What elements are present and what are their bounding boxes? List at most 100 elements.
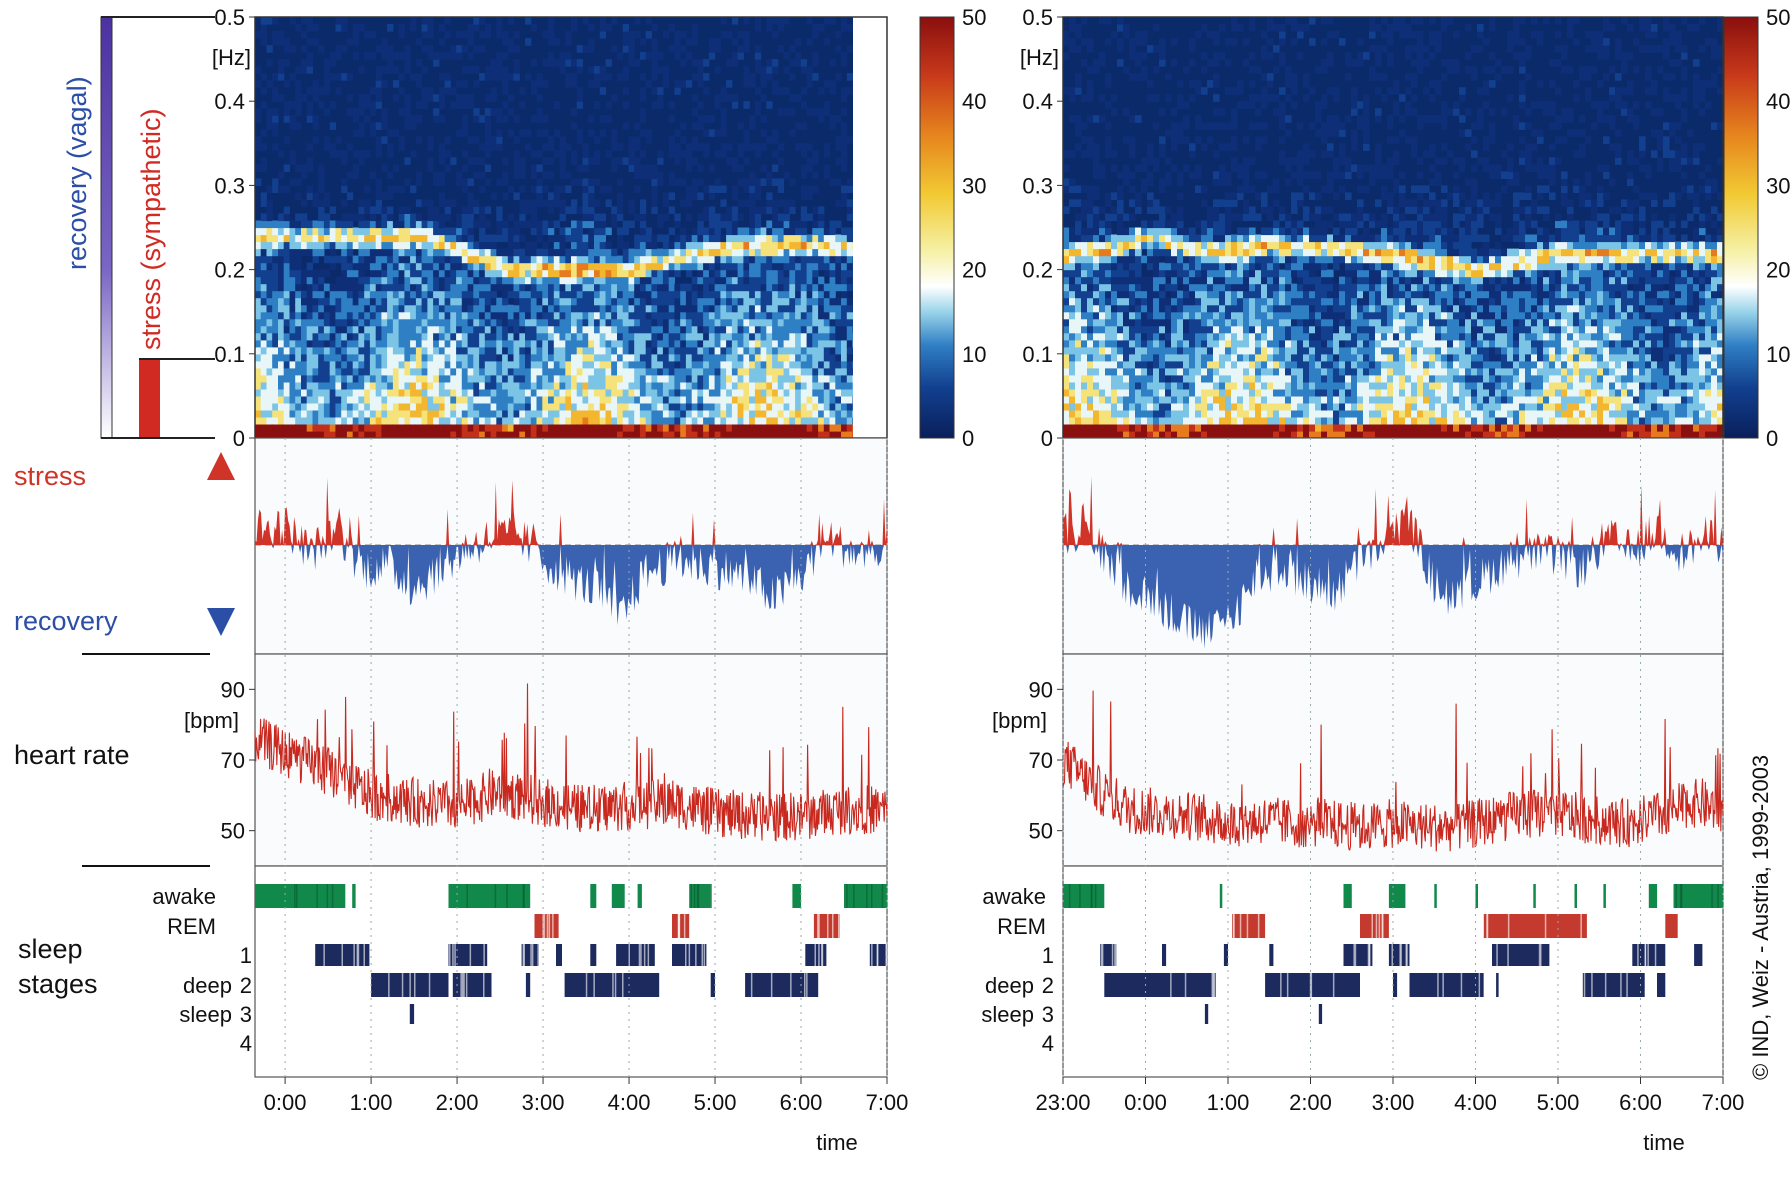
sleep-segment-2 bbox=[745, 973, 819, 997]
bpm-tick-label: 70 bbox=[221, 748, 245, 773]
sleep-segment-gap bbox=[483, 944, 485, 966]
sleep-segment-gap bbox=[817, 914, 819, 938]
heart-rate-frame bbox=[254, 653, 888, 867]
hz-tick-label: 0.3 bbox=[1022, 173, 1053, 198]
time-tick-label: 23:00 bbox=[1035, 1090, 1090, 1115]
sleep-segment-rem bbox=[672, 914, 690, 938]
sleep-segment-gap bbox=[1405, 944, 1407, 966]
sleep-segment-gap bbox=[1478, 973, 1481, 997]
sleep-segment-1 bbox=[590, 944, 597, 966]
sleep-segment-gap bbox=[814, 944, 816, 966]
sleep-segment-gap bbox=[1079, 884, 1081, 908]
sleep-segment-gap bbox=[696, 884, 699, 908]
sleep-segment-awake bbox=[637, 884, 642, 908]
sleep-segment-gap bbox=[449, 944, 451, 966]
time-tick-label: 6:00 bbox=[1619, 1090, 1662, 1115]
sleep-segment-gap bbox=[1540, 944, 1542, 966]
sleep-segment-awake bbox=[689, 884, 711, 908]
sleep-segment-1 bbox=[1223, 944, 1228, 966]
sleep-segment-awake bbox=[1533, 884, 1536, 908]
sleep-segment-gap bbox=[640, 944, 642, 966]
sleep-segment-gap bbox=[818, 914, 820, 938]
sleep-segment-awake bbox=[1434, 884, 1437, 908]
sleep-segment-gap bbox=[1626, 973, 1628, 997]
sleep-segment-gap bbox=[697, 884, 700, 908]
stage-label-1: 1 bbox=[1042, 943, 1054, 968]
bpm-tick-label: 50 bbox=[1029, 819, 1053, 844]
sleep-segment-2 bbox=[1409, 973, 1484, 997]
sleep-segment-gap bbox=[622, 973, 624, 997]
recovery-label: recovery bbox=[14, 606, 118, 636]
stage-label-awake: awake bbox=[982, 884, 1046, 909]
sleep-segment-awake bbox=[1388, 884, 1406, 908]
sleep-segment-1 bbox=[1343, 944, 1373, 966]
sleep-segment-awake bbox=[255, 884, 346, 908]
sleep-segment-gap bbox=[585, 973, 588, 997]
colorbar-tick-label: 10 bbox=[1766, 342, 1790, 367]
sleep-segment-1 bbox=[805, 944, 827, 966]
colorbar bbox=[1723, 16, 1759, 439]
hz-tick-label: 0 bbox=[233, 426, 245, 451]
sleep-segment-gap bbox=[1460, 973, 1463, 997]
sleep-segment-2 bbox=[452, 973, 492, 997]
sleep-segment-gap bbox=[1580, 914, 1582, 938]
sleep-segment-awake bbox=[1475, 884, 1478, 908]
sleep-segment-gap bbox=[685, 944, 687, 966]
sleep-segment-gap bbox=[750, 973, 753, 997]
sleep-segment-gap bbox=[523, 944, 525, 966]
hz-tick-label: 0 bbox=[1041, 426, 1053, 451]
sleep-segment-gap bbox=[294, 884, 296, 908]
sleep-segment-gap bbox=[1507, 914, 1510, 938]
sleep-segment-gap bbox=[552, 914, 554, 938]
bpm-tick-label: 70 bbox=[1029, 748, 1053, 773]
recovery-vagal-label: recovery (vagal) bbox=[62, 76, 92, 270]
sleep-segment-gap bbox=[1375, 914, 1378, 938]
sleep-segment-gap bbox=[1483, 973, 1485, 997]
stage-label-sleep: sleep bbox=[981, 1002, 1034, 1027]
stress-area bbox=[1063, 476, 1723, 545]
time-tick-label: 0:00 bbox=[1124, 1090, 1167, 1115]
sleep-segment-gap bbox=[469, 944, 472, 966]
sleep-segment-gap bbox=[1094, 884, 1097, 908]
sleep-segment-gap bbox=[452, 944, 454, 966]
stage-label-2: 2 bbox=[240, 973, 252, 998]
sleep-segment-gap bbox=[522, 884, 525, 908]
sleep-stages-label-2: stages bbox=[18, 969, 98, 999]
sleep-segment-gap bbox=[1644, 944, 1647, 966]
sleep-segment-gap bbox=[1604, 973, 1607, 997]
sleep-segment-gap bbox=[826, 944, 828, 966]
stage-label-3: 3 bbox=[240, 1002, 252, 1027]
stage-label-2: 2 bbox=[1042, 973, 1054, 998]
sympathetic-band-bar bbox=[139, 359, 160, 438]
sleep-segment-1 bbox=[521, 944, 539, 966]
colorbar-tick-label: 20 bbox=[1766, 258, 1790, 283]
sleep-segment-gap bbox=[1437, 973, 1439, 997]
bpm-tick-label: 50 bbox=[221, 819, 245, 844]
sleep-segment-gap bbox=[827, 914, 829, 938]
sleep-segment-gap bbox=[804, 973, 806, 997]
heart-rate-line bbox=[254, 683, 888, 842]
sleep-segment-gap bbox=[401, 973, 404, 997]
sleep-segment-gap bbox=[1286, 973, 1289, 997]
sleep-segment-gap bbox=[326, 884, 329, 908]
sleep-segment-gap bbox=[1184, 973, 1187, 997]
spectrogram-blank-strip bbox=[853, 17, 887, 438]
time-tick-label: 1:00 bbox=[350, 1090, 393, 1115]
sleep-segment-awake bbox=[1219, 884, 1223, 908]
sleep-segment-gap bbox=[821, 944, 823, 966]
colorbar-tick-label: 0 bbox=[1766, 426, 1778, 451]
sleep-segment-2 bbox=[1657, 973, 1666, 997]
sleep-segment-1 bbox=[556, 944, 562, 966]
sleep-segment-gap bbox=[409, 973, 411, 997]
sleep-segment-gap bbox=[871, 884, 873, 908]
sleep-segment-gap bbox=[1583, 973, 1586, 997]
sleep-segment-gap bbox=[1620, 973, 1622, 997]
sleep-segment-gap bbox=[296, 884, 298, 908]
sleep-segment-awake bbox=[448, 884, 531, 908]
sleep-segment-gap bbox=[628, 944, 630, 966]
sleep-segment-gap bbox=[1354, 944, 1357, 966]
time-tick-label: 7:00 bbox=[866, 1090, 909, 1115]
hz-tick-label: 0.5 bbox=[1022, 5, 1053, 30]
sleep-segment-gap bbox=[1378, 914, 1381, 938]
sleep-segment-3 bbox=[409, 1004, 415, 1024]
